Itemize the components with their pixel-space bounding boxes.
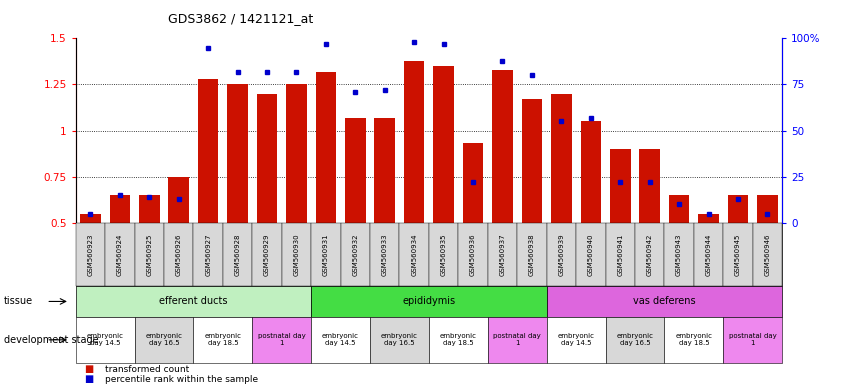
Bar: [257, 94, 278, 223]
Text: GSM560943: GSM560943: [676, 233, 682, 276]
Text: GSM560927: GSM560927: [205, 233, 211, 276]
Text: GSM560937: GSM560937: [500, 233, 505, 276]
Text: development stage: development stage: [4, 335, 99, 345]
Text: embryonic
day 14.5: embryonic day 14.5: [322, 333, 359, 346]
Text: epididymis: epididymis: [402, 296, 456, 306]
Text: GSM560936: GSM560936: [470, 233, 476, 276]
Bar: [639, 149, 660, 223]
Bar: [139, 195, 160, 223]
Text: GDS3862 / 1421121_at: GDS3862 / 1421121_at: [168, 12, 314, 25]
Bar: [227, 84, 248, 223]
Text: embryonic
day 16.5: embryonic day 16.5: [145, 333, 182, 346]
Text: GSM560931: GSM560931: [323, 233, 329, 276]
Text: GSM560934: GSM560934: [411, 233, 417, 276]
Text: percentile rank within the sample: percentile rank within the sample: [105, 375, 258, 384]
Bar: [492, 70, 513, 223]
Bar: [315, 71, 336, 223]
Bar: [580, 121, 601, 223]
Bar: [286, 84, 307, 223]
Bar: [698, 214, 719, 223]
Text: efferent ducts: efferent ducts: [159, 296, 228, 306]
Bar: [669, 195, 690, 223]
Text: GSM560929: GSM560929: [264, 233, 270, 276]
Bar: [404, 61, 425, 223]
Text: GSM560945: GSM560945: [735, 233, 741, 276]
Bar: [109, 195, 130, 223]
Bar: [168, 177, 189, 223]
Bar: [727, 195, 748, 223]
Text: embryonic
day 18.5: embryonic day 18.5: [204, 333, 241, 346]
Bar: [433, 66, 454, 223]
Bar: [80, 214, 101, 223]
Text: GSM560935: GSM560935: [441, 233, 447, 276]
Bar: [463, 144, 484, 223]
Text: tissue: tissue: [4, 296, 34, 306]
Text: GSM560926: GSM560926: [176, 233, 182, 276]
Bar: [551, 94, 572, 223]
Text: GSM560932: GSM560932: [352, 233, 358, 276]
Bar: [757, 195, 778, 223]
Text: GSM560939: GSM560939: [558, 233, 564, 276]
Bar: [521, 99, 542, 223]
Text: GSM560928: GSM560928: [235, 233, 241, 276]
Text: GSM560941: GSM560941: [617, 233, 623, 276]
Bar: [374, 118, 395, 223]
Text: vas deferens: vas deferens: [633, 296, 696, 306]
Text: postnatal day
1: postnatal day 1: [258, 333, 305, 346]
Text: GSM560938: GSM560938: [529, 233, 535, 276]
Text: GSM560923: GSM560923: [87, 233, 93, 276]
Text: ■: ■: [84, 374, 93, 384]
Text: GSM560924: GSM560924: [117, 233, 123, 276]
Text: GSM560925: GSM560925: [146, 233, 152, 276]
Text: embryonic
day 14.5: embryonic day 14.5: [558, 333, 595, 346]
Text: embryonic
day 18.5: embryonic day 18.5: [675, 333, 712, 346]
Text: postnatal day
1: postnatal day 1: [729, 333, 776, 346]
Text: embryonic
day 18.5: embryonic day 18.5: [440, 333, 477, 346]
Text: GSM560942: GSM560942: [647, 233, 653, 276]
Text: embryonic
day 16.5: embryonic day 16.5: [616, 333, 653, 346]
Bar: [198, 79, 219, 223]
Text: embryonic
day 14.5: embryonic day 14.5: [87, 333, 124, 346]
Text: GSM560933: GSM560933: [382, 233, 388, 276]
Text: ■: ■: [84, 364, 93, 374]
Text: GSM560946: GSM560946: [764, 233, 770, 276]
Bar: [345, 118, 366, 223]
Bar: [610, 149, 631, 223]
Text: GSM560944: GSM560944: [706, 233, 711, 276]
Text: embryonic
day 16.5: embryonic day 16.5: [381, 333, 418, 346]
Text: GSM560940: GSM560940: [588, 233, 594, 276]
Text: transformed count: transformed count: [105, 365, 189, 374]
Text: GSM560930: GSM560930: [294, 233, 299, 276]
Text: postnatal day
1: postnatal day 1: [494, 333, 541, 346]
